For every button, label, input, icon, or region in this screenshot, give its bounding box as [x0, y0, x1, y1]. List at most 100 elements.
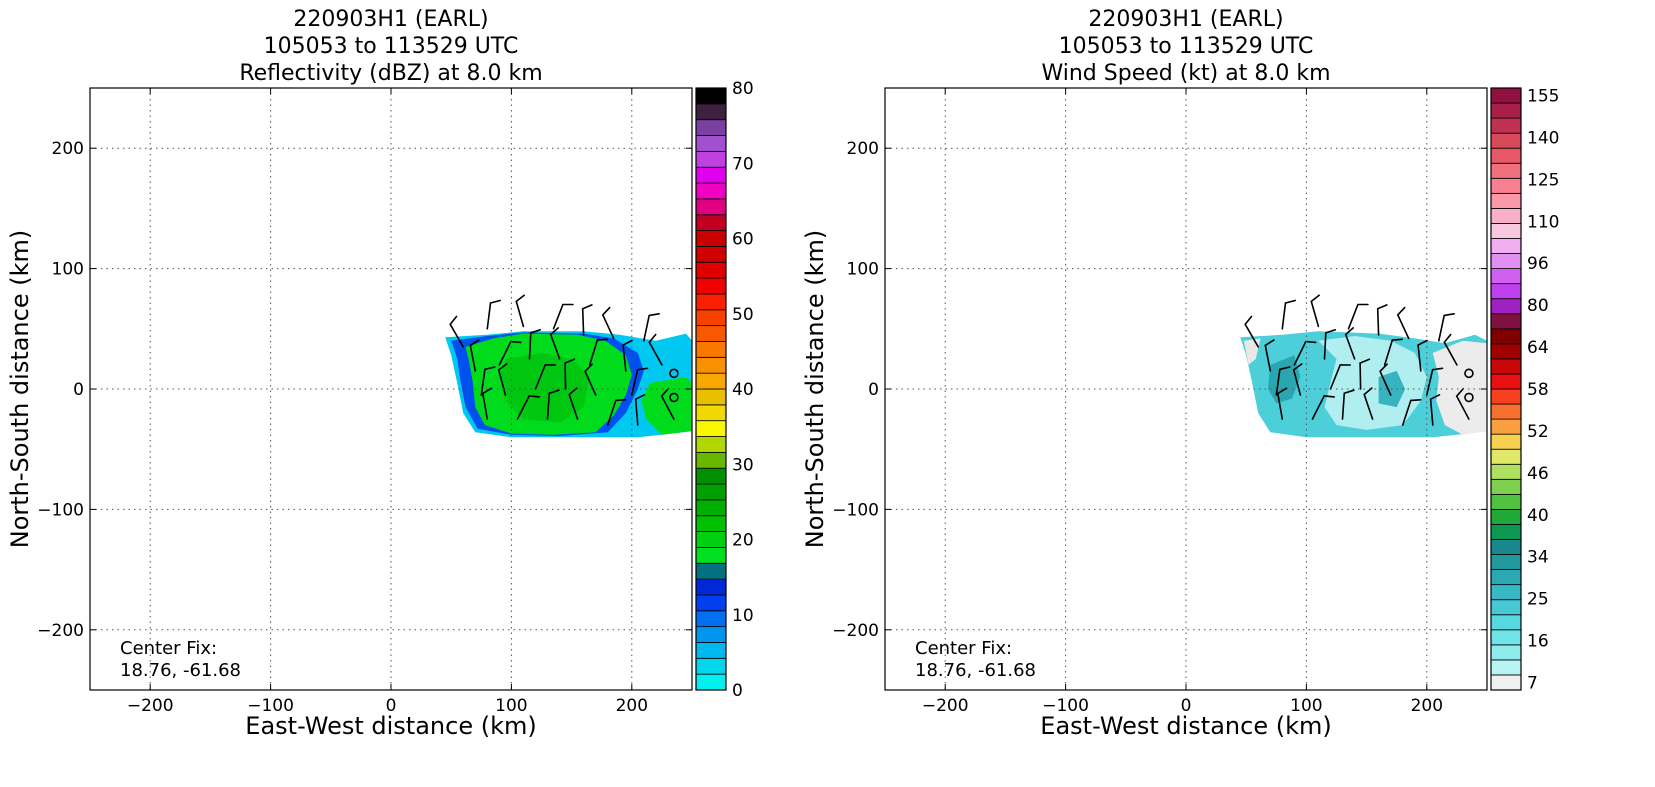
colorbar-segment	[695, 293, 727, 311]
center-fix-line-2: 18.76, -61.68	[915, 660, 1036, 681]
y-axis-label: North-South distance (km)	[801, 230, 829, 549]
colorbar-segment	[1490, 478, 1522, 495]
wind-barb	[1443, 333, 1458, 366]
chart-title-line-3: Wind Speed (kt) at 8.0 km	[1041, 61, 1330, 86]
colorbar-tick-label: 80	[1527, 296, 1549, 316]
x-tick-label: −100	[1042, 696, 1089, 716]
wind-barb	[497, 363, 508, 396]
x-tick-label: −200	[127, 696, 174, 716]
colorbar-frame	[1490, 87, 1522, 691]
colorbar-segment	[695, 515, 727, 532]
colorbar-segment	[1490, 283, 1522, 300]
colorbar-segment	[695, 436, 727, 453]
wind-barb	[1426, 367, 1444, 396]
wind-barb	[546, 389, 560, 420]
colorbar-segment	[695, 547, 727, 564]
wind-barb	[1264, 339, 1275, 372]
colorbar-segment	[695, 230, 727, 247]
field-light-area	[1318, 336, 1427, 430]
chart-title-line-1: 220903H1 (EARL)	[293, 7, 488, 32]
colorbar-segment	[695, 578, 727, 596]
colorbar-tick-label: 64	[1527, 338, 1549, 358]
wind-barb	[1438, 313, 1455, 342]
colorbar-segment	[1490, 87, 1522, 104]
colorbar-segment	[695, 610, 727, 628]
wind-barb	[486, 299, 501, 330]
colorbar-segment	[1490, 238, 1522, 254]
colorbar-segment	[1490, 433, 1522, 450]
wind-barb	[498, 340, 522, 366]
colorbar: 0 10 20 30 40 50 60 70 80	[695, 79, 754, 701]
colorbar-segment	[1490, 629, 1522, 646]
field-calm-area	[1432, 340, 1487, 435]
x-tick-label: −100	[247, 696, 294, 716]
colorbar-segment	[1490, 569, 1522, 586]
wind-barb	[516, 395, 540, 420]
colorbar-segment	[695, 467, 727, 485]
chart-title-line-1: 220903H1 (EARL)	[1088, 7, 1283, 32]
colorbar-segment	[1490, 343, 1522, 360]
colorbar-segment	[695, 166, 727, 184]
wind-barb	[515, 294, 525, 328]
colorbar-tick-label: 46	[1527, 464, 1549, 484]
colorbar-segment	[1490, 463, 1522, 480]
wind-barb	[1363, 387, 1374, 420]
colorbar-tick-label: 25	[1527, 590, 1549, 610]
x-tick-label: 200	[616, 696, 648, 716]
colorbar-segment	[695, 103, 727, 121]
colorbar-segment	[695, 483, 727, 501]
colorbar-segment	[1490, 223, 1522, 239]
wind-barb	[1329, 364, 1351, 390]
colorbar-tick-label: 155	[1527, 87, 1559, 107]
colorbar-tick-label: 140	[1527, 128, 1559, 148]
colorbar-segment	[695, 214, 727, 231]
colorbar-segment	[1490, 268, 1522, 285]
colorbar-segment	[695, 657, 727, 675]
colorbar-tick-label: 40	[1527, 506, 1549, 526]
colorbar-segment	[1490, 192, 1522, 209]
wind-barb	[552, 303, 574, 330]
wind-barb	[564, 358, 576, 390]
wind-barb	[1344, 327, 1356, 360]
wind-barb	[606, 399, 627, 426]
colorbar-segment	[695, 626, 727, 643]
data-layer	[1240, 294, 1487, 438]
colorbar-segment	[1490, 539, 1522, 555]
colorbar-tick-label: 20	[732, 531, 754, 551]
wind-barb	[1347, 303, 1369, 330]
wind-barb	[584, 363, 597, 396]
wind-barb	[1293, 340, 1317, 366]
colorbar-segment	[695, 642, 727, 659]
y-tick-label: 100	[52, 260, 84, 280]
wind-barb	[1292, 363, 1303, 396]
wind-barb	[631, 367, 649, 396]
colorbar-segment	[1490, 644, 1522, 661]
colorbar-segment	[1490, 117, 1522, 134]
colorbar-segment	[695, 198, 727, 216]
colorbar-segment	[695, 673, 727, 691]
wind-barb	[1359, 358, 1371, 390]
center-fix-line-2: 18.76, -61.68	[120, 660, 241, 681]
calm-wind-marker	[669, 392, 679, 403]
colorbar-segment	[695, 341, 727, 358]
colorbar-segment	[695, 325, 727, 342]
wind-barb	[1417, 339, 1428, 372]
wind-barb	[601, 306, 615, 340]
colorbar-segment	[1490, 599, 1522, 616]
colorbar-segment	[695, 87, 727, 105]
colorbar-segment	[1490, 358, 1522, 375]
colorbar-segment	[695, 531, 727, 548]
field-core-inner	[499, 352, 590, 423]
wind-barb	[1276, 387, 1288, 420]
colorbar-tick-label: 30	[732, 455, 754, 475]
y-tick-label: 200	[847, 139, 879, 159]
x-tick-label: 0	[386, 696, 397, 716]
y-tick-label: 0	[73, 380, 84, 400]
colorbar-segment	[695, 277, 727, 295]
chart-title-line-2: 105053 to 113529 UTC	[1059, 34, 1314, 59]
colorbar-segment	[1490, 298, 1522, 315]
wind-barb	[1244, 315, 1259, 348]
wind-barb	[469, 339, 480, 372]
center-fix-line-1: Center Fix:	[915, 638, 1012, 659]
